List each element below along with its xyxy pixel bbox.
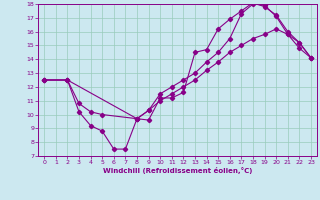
X-axis label: Windchill (Refroidissement éolien,°C): Windchill (Refroidissement éolien,°C)	[103, 167, 252, 174]
